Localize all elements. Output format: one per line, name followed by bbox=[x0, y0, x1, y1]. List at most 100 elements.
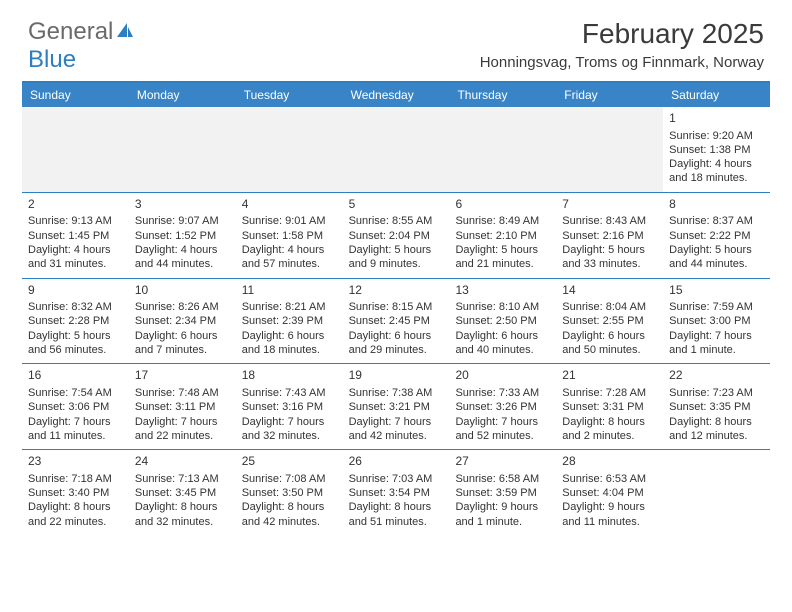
sun-info-line: Daylight: 8 hours bbox=[28, 500, 123, 514]
day-cell: 18Sunrise: 7:43 AMSunset: 3:16 PMDayligh… bbox=[236, 364, 343, 449]
sun-info-line: and 42 minutes. bbox=[349, 429, 444, 443]
day-cell-empty bbox=[236, 107, 343, 192]
day-cell: 8Sunrise: 8:37 AMSunset: 2:22 PMDaylight… bbox=[663, 193, 770, 278]
sun-info-line: Daylight: 8 hours bbox=[669, 415, 764, 429]
day-cell: 3Sunrise: 9:07 AMSunset: 1:52 PMDaylight… bbox=[129, 193, 236, 278]
sun-info-line: Daylight: 7 hours bbox=[455, 415, 550, 429]
sun-info-line: Daylight: 4 hours bbox=[669, 157, 764, 171]
sun-info-line: Daylight: 7 hours bbox=[349, 415, 444, 429]
sun-info-line: Daylight: 4 hours bbox=[242, 243, 337, 257]
sun-info-line: Sunrise: 8:26 AM bbox=[135, 300, 230, 314]
sun-info-line: Daylight: 6 hours bbox=[242, 329, 337, 343]
day-number: 24 bbox=[135, 454, 230, 470]
day-number: 26 bbox=[349, 454, 444, 470]
sun-info-line: and 12 minutes. bbox=[669, 429, 764, 443]
sun-info-line: Sunset: 3:26 PM bbox=[455, 400, 550, 414]
day-number: 11 bbox=[242, 283, 337, 299]
logo-text-2: Blue bbox=[28, 46, 76, 74]
sun-info-line: and 22 minutes. bbox=[135, 429, 230, 443]
sun-info-line: Daylight: 6 hours bbox=[349, 329, 444, 343]
sun-info-line: Sunrise: 7:28 AM bbox=[562, 386, 657, 400]
sun-info-line: Sunrise: 7:03 AM bbox=[349, 472, 444, 486]
logo-sail-icon bbox=[115, 21, 135, 39]
sun-info-line: Sunrise: 6:53 AM bbox=[562, 472, 657, 486]
day-cell: 17Sunrise: 7:48 AMSunset: 3:11 PMDayligh… bbox=[129, 364, 236, 449]
sun-info-line: Sunrise: 7:54 AM bbox=[28, 386, 123, 400]
day-cell-empty bbox=[343, 107, 450, 192]
dow-sunday: Sunday bbox=[22, 83, 129, 107]
sun-info-line: Sunrise: 8:10 AM bbox=[455, 300, 550, 314]
sun-info-line: Sunset: 3:50 PM bbox=[242, 486, 337, 500]
day-number: 16 bbox=[28, 368, 123, 384]
day-cell: 6Sunrise: 8:49 AMSunset: 2:10 PMDaylight… bbox=[449, 193, 556, 278]
sun-info-line: Daylight: 5 hours bbox=[669, 243, 764, 257]
sun-info-line: Sunset: 3:31 PM bbox=[562, 400, 657, 414]
day-number: 13 bbox=[455, 283, 550, 299]
sun-info-line: Daylight: 5 hours bbox=[349, 243, 444, 257]
sun-info-line: Sunrise: 7:33 AM bbox=[455, 386, 550, 400]
sun-info-line: Sunrise: 8:37 AM bbox=[669, 214, 764, 228]
sun-info-line: Daylight: 8 hours bbox=[562, 415, 657, 429]
day-cell: 14Sunrise: 8:04 AMSunset: 2:55 PMDayligh… bbox=[556, 279, 663, 364]
day-number: 5 bbox=[349, 197, 444, 213]
sun-info-line: Sunrise: 7:48 AM bbox=[135, 386, 230, 400]
sun-info-line: Sunset: 3:11 PM bbox=[135, 400, 230, 414]
day-cell: 4Sunrise: 9:01 AMSunset: 1:58 PMDaylight… bbox=[236, 193, 343, 278]
sun-info-line: Sunset: 1:58 PM bbox=[242, 229, 337, 243]
sun-info-line: Sunset: 2:45 PM bbox=[349, 314, 444, 328]
sun-info-line: Sunset: 3:21 PM bbox=[349, 400, 444, 414]
sun-info-line: and 57 minutes. bbox=[242, 257, 337, 271]
sun-info-line: Sunset: 2:16 PM bbox=[562, 229, 657, 243]
day-number: 23 bbox=[28, 454, 123, 470]
week-row: 9Sunrise: 8:32 AMSunset: 2:28 PMDaylight… bbox=[22, 279, 770, 365]
sun-info-line: Daylight: 9 hours bbox=[562, 500, 657, 514]
sun-info-line: Sunrise: 8:55 AM bbox=[349, 214, 444, 228]
sun-info-line: and 51 minutes. bbox=[349, 515, 444, 529]
day-cell-empty bbox=[449, 107, 556, 192]
sun-info-line: Sunrise: 9:07 AM bbox=[135, 214, 230, 228]
sun-info-line: and 50 minutes. bbox=[562, 343, 657, 357]
dow-wednesday: Wednesday bbox=[343, 83, 450, 107]
day-cell: 23Sunrise: 7:18 AMSunset: 3:40 PMDayligh… bbox=[22, 450, 129, 535]
day-number: 4 bbox=[242, 197, 337, 213]
sun-info-line: and 29 minutes. bbox=[349, 343, 444, 357]
day-number: 12 bbox=[349, 283, 444, 299]
day-cell: 12Sunrise: 8:15 AMSunset: 2:45 PMDayligh… bbox=[343, 279, 450, 364]
sun-info-line: and 31 minutes. bbox=[28, 257, 123, 271]
sun-info-line: Daylight: 7 hours bbox=[135, 415, 230, 429]
sun-info-line: Daylight: 7 hours bbox=[669, 329, 764, 343]
day-number: 3 bbox=[135, 197, 230, 213]
sun-info-line: Daylight: 7 hours bbox=[28, 415, 123, 429]
day-number: 6 bbox=[455, 197, 550, 213]
logo-text-1: General bbox=[28, 18, 113, 46]
day-number: 19 bbox=[349, 368, 444, 384]
dow-thursday: Thursday bbox=[449, 83, 556, 107]
sun-info-line: and 1 minute. bbox=[669, 343, 764, 357]
sun-info-line: Sunset: 3:40 PM bbox=[28, 486, 123, 500]
sun-info-line: and 42 minutes. bbox=[242, 515, 337, 529]
dow-friday: Friday bbox=[556, 83, 663, 107]
sun-info-line: Daylight: 4 hours bbox=[135, 243, 230, 257]
sun-info-line: and 32 minutes. bbox=[242, 429, 337, 443]
dow-monday: Monday bbox=[129, 83, 236, 107]
sun-info-line: Sunrise: 9:13 AM bbox=[28, 214, 123, 228]
month-title: February 2025 bbox=[480, 18, 764, 50]
sun-info-line: and 44 minutes. bbox=[669, 257, 764, 271]
sun-info-line: and 11 minutes. bbox=[562, 515, 657, 529]
sun-info-line: Sunset: 3:45 PM bbox=[135, 486, 230, 500]
sun-info-line: Sunset: 2:28 PM bbox=[28, 314, 123, 328]
sun-info-line: Sunrise: 7:08 AM bbox=[242, 472, 337, 486]
day-cell: 13Sunrise: 8:10 AMSunset: 2:50 PMDayligh… bbox=[449, 279, 556, 364]
sun-info-line: Daylight: 6 hours bbox=[562, 329, 657, 343]
sun-info-line: Sunrise: 8:15 AM bbox=[349, 300, 444, 314]
sun-info-line: Sunset: 1:45 PM bbox=[28, 229, 123, 243]
sun-info-line: and 1 minute. bbox=[455, 515, 550, 529]
day-cell: 28Sunrise: 6:53 AMSunset: 4:04 PMDayligh… bbox=[556, 450, 663, 535]
sun-info-line: and 33 minutes. bbox=[562, 257, 657, 271]
sun-info-line: Sunset: 1:52 PM bbox=[135, 229, 230, 243]
sun-info-line: Daylight: 5 hours bbox=[28, 329, 123, 343]
sun-info-line: and 7 minutes. bbox=[135, 343, 230, 357]
header: General February 2025 Honningsvag, Troms… bbox=[0, 0, 792, 77]
sun-info-line: Sunset: 3:06 PM bbox=[28, 400, 123, 414]
sun-info-line: and 11 minutes. bbox=[28, 429, 123, 443]
